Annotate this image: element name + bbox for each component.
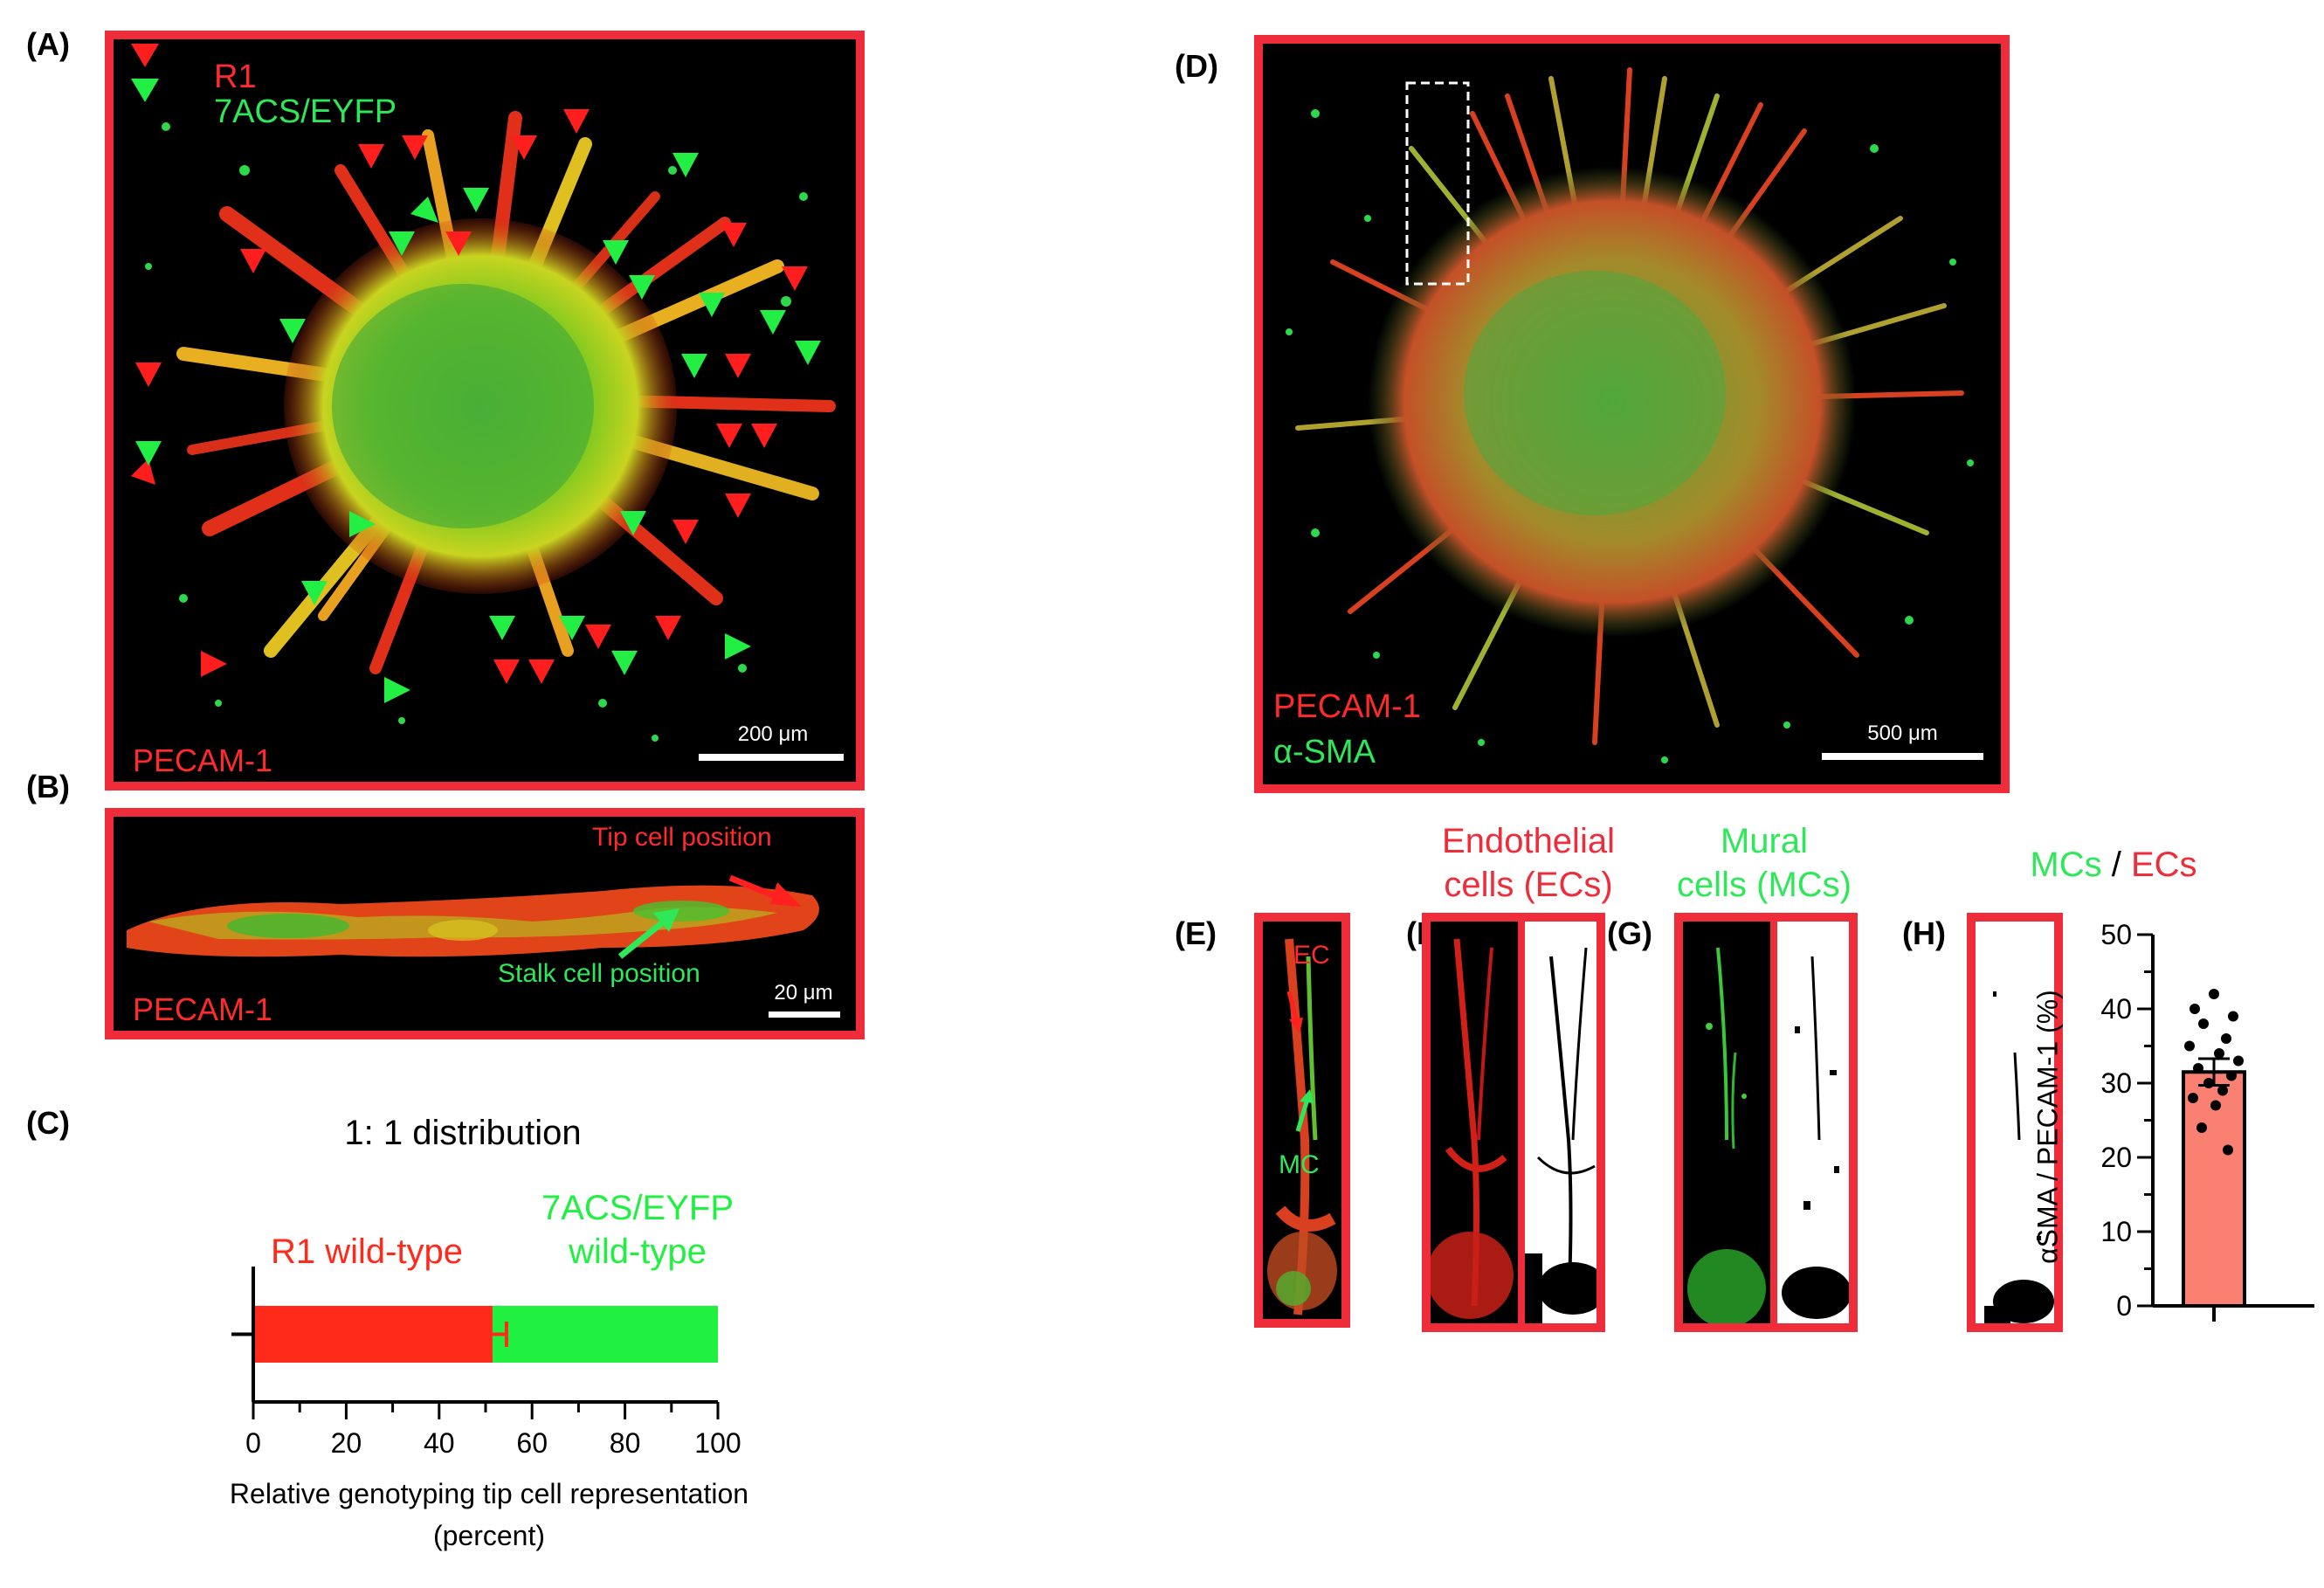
stain-label-pecam-d: PECAM-1 bbox=[1273, 688, 1421, 725]
ec-fluorescence bbox=[1431, 922, 1514, 1323]
x-tick-label: 100 bbox=[694, 1427, 741, 1459]
ec-label: EC bbox=[1293, 941, 1330, 970]
tip-cell-label: Tip cell position bbox=[592, 823, 772, 852]
chart-h-ylabel-anchor: αSMA / PECAM-1 (%) bbox=[2032, 990, 2065, 1264]
chart-h-ylabel: αSMA / PECAM-1 (%) bbox=[2031, 990, 2064, 1264]
data-point bbox=[2214, 1048, 2224, 1059]
panel-label-h: (H) bbox=[1902, 915, 1946, 951]
header-h: MCs / ECs bbox=[1956, 843, 2271, 887]
mean-bar bbox=[2182, 1070, 2246, 1308]
spheroid-image-d bbox=[1286, 67, 1974, 763]
x-tick-label: 20 bbox=[331, 1427, 362, 1459]
data-point bbox=[2190, 1004, 2200, 1014]
data-point bbox=[2226, 1070, 2237, 1081]
ec-binary bbox=[1518, 922, 1596, 1323]
mc-label: MC bbox=[1279, 1150, 1320, 1179]
header-h-ecs: ECs bbox=[2130, 846, 2197, 884]
panel-label-b: (B) bbox=[26, 769, 70, 804]
header-h-sep: / bbox=[2101, 846, 2131, 884]
bar-segment-0 bbox=[253, 1306, 493, 1363]
panel-f-pair bbox=[1422, 913, 1605, 1332]
series-eyfp-label-2: wild-type bbox=[569, 1232, 707, 1271]
data-point bbox=[2228, 1011, 2238, 1022]
x-tick-label: 40 bbox=[424, 1427, 455, 1459]
x-tick-label: 0 bbox=[245, 1427, 261, 1459]
header-f-2: cells (ECs) bbox=[1444, 866, 1613, 904]
data-point bbox=[2193, 1063, 2203, 1074]
stain-label-sma-d: α-SMA bbox=[1273, 734, 1376, 770]
panel-g-pair bbox=[1674, 913, 1858, 1332]
data-point bbox=[2203, 1078, 2214, 1088]
data-point bbox=[2233, 1055, 2244, 1067]
panel-h-binary bbox=[1967, 913, 2063, 1332]
data-point bbox=[2188, 1093, 2198, 1103]
chart-h: 0 10 20 30 40 50 bbox=[2100, 919, 2314, 1322]
inset-image-e bbox=[1267, 938, 1337, 1315]
sprout-image bbox=[127, 874, 819, 959]
data-point bbox=[2221, 1033, 2231, 1044]
scale-bar-label: 200 μm bbox=[737, 722, 809, 746]
panel-label-c: (C) bbox=[26, 1105, 70, 1141]
y-tick-label: 0 bbox=[2116, 1290, 2132, 1322]
data-point bbox=[2210, 1100, 2221, 1111]
scale-bar-b bbox=[769, 1011, 840, 1018]
header-h-mcs: MCs bbox=[2030, 846, 2102, 884]
mc-binary bbox=[1770, 922, 1849, 1323]
panel-b-micrograph: Tip cell position Stalk cell position PE… bbox=[105, 808, 865, 1039]
chart-c-title: 1: 1 distribution bbox=[344, 1114, 582, 1152]
chart-c-xlabel-1: Relative genotyping tip cell representat… bbox=[229, 1478, 749, 1509]
header-f-1: Endothelial bbox=[1442, 822, 1615, 860]
stain-label-pecam: PECAM-1 bbox=[133, 742, 273, 778]
header-g-1: Mural bbox=[1720, 822, 1809, 860]
chart-c: 0 20 40 60 80 100 bbox=[231, 1267, 741, 1459]
data-point bbox=[2223, 1144, 2233, 1156]
spheroid-image bbox=[131, 44, 836, 742]
data-point bbox=[2209, 989, 2219, 999]
legend-eyfp-label: 7ACS/EYFP bbox=[214, 93, 397, 130]
series-r1-label: R1 wild-type bbox=[270, 1232, 464, 1271]
panel-label-d: (D) bbox=[1175, 48, 1218, 84]
data-point bbox=[2198, 1018, 2209, 1029]
y-tick-label: 30 bbox=[2100, 1067, 2132, 1099]
scale-bar bbox=[699, 754, 844, 761]
data-point bbox=[2196, 1122, 2207, 1133]
mc-fluor-svg bbox=[1687, 947, 1766, 1323]
panel-label-e: (E) bbox=[1175, 915, 1217, 951]
chart-c-xlabel-2: (percent) bbox=[432, 1520, 546, 1551]
header-g-2: cells (MCs) bbox=[1677, 866, 1852, 904]
legend-r1-label: R1 bbox=[214, 59, 257, 95]
inset-box bbox=[1405, 81, 1470, 286]
x-tick-label: 80 bbox=[610, 1427, 641, 1459]
y-tick-label: 40 bbox=[2100, 993, 2132, 1025]
x-tick-label: 60 bbox=[516, 1427, 548, 1459]
stain-label-pecam-b: PECAM-1 bbox=[133, 991, 273, 1027]
y-tick-label: 50 bbox=[2100, 919, 2132, 950]
scale-bar-label-b: 20 μm bbox=[774, 981, 833, 1005]
mc-binary-svg bbox=[1782, 956, 1849, 1319]
panel-label-a: (A) bbox=[26, 26, 70, 62]
panel-d-micrograph: PECAM-1 α-SMA 500 μm bbox=[1254, 35, 2010, 793]
panel-label-g: (G) bbox=[1607, 915, 1652, 951]
ec-fluor-svg bbox=[1431, 938, 1514, 1319]
scale-bar-d bbox=[1822, 753, 1983, 760]
ratio-binary-svg bbox=[1984, 991, 2054, 1323]
mc-fluorescence bbox=[1683, 922, 1766, 1323]
series-eyfp-label-1: 7ACS/EYFP bbox=[541, 1189, 734, 1227]
y-tick-label: 10 bbox=[2100, 1216, 2132, 1247]
data-point bbox=[2184, 1040, 2195, 1052]
data-point bbox=[2217, 1085, 2228, 1096]
bar-segment-1 bbox=[492, 1306, 718, 1363]
y-tick-label: 20 bbox=[2100, 1142, 2132, 1173]
stalk-cell-label: Stalk cell position bbox=[498, 959, 700, 988]
panel-a-micrograph: R1 7ACS/EYFP PECAM-1 200 μm bbox=[105, 31, 865, 791]
ec-binary-svg bbox=[1525, 947, 1596, 1323]
panel-e-micrograph: EC MC bbox=[1254, 913, 1350, 1328]
scale-bar-label-d: 500 μm bbox=[1867, 722, 1938, 745]
